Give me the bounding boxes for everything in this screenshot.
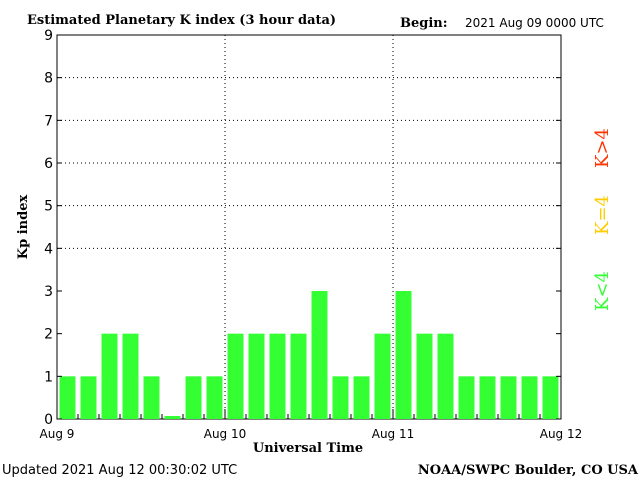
kp-bar [374, 333, 391, 419]
y-tick-label: 8 [44, 71, 53, 87]
kp-bar [248, 333, 265, 419]
kp-bar [206, 376, 223, 419]
kp-bar [542, 376, 559, 419]
y-tick-label: 9 [44, 28, 53, 44]
legend-k-above-4: K>4 [592, 128, 613, 168]
plot-area [56, 34, 562, 420]
kp-bar [143, 376, 160, 419]
updated-timestamp: Updated 2021 Aug 12 00:30:02 UTC [2, 463, 237, 478]
source-credit: NOAA/SWPC Boulder, CO USA [418, 463, 639, 478]
y-tick-label: 5 [44, 199, 53, 215]
kp-bar [500, 376, 517, 419]
y-tick-label: 4 [44, 241, 53, 257]
kp-bar [185, 376, 202, 419]
kp-bar [353, 376, 370, 419]
kp-bar [479, 376, 496, 419]
y-tick-label: 3 [44, 284, 53, 300]
kp-bar [290, 333, 307, 419]
bars [59, 291, 559, 419]
y-tick-label: 0 [44, 412, 53, 428]
kp-bar [437, 333, 454, 419]
x-tick-label: Aug 11 [372, 427, 415, 441]
x-axis-ticks: Aug 9 Aug 10 Aug 11 Aug 12 [40, 409, 583, 441]
y-tick-label: 7 [44, 113, 53, 129]
kp-bar [164, 416, 181, 419]
kp-bar [122, 333, 139, 419]
kp-bar [269, 333, 286, 419]
begin-label: Begin: [400, 16, 448, 31]
y-axis-ticks: 0 1 2 3 4 5 6 7 8 9 [44, 28, 561, 428]
kp-bar [521, 376, 538, 419]
chart-title: Estimated Planetary K index (3 hour data… [27, 13, 336, 28]
x-axis-label: Universal Time [253, 441, 363, 456]
begin-value: 2021 Aug 09 0000 UTC [465, 16, 604, 30]
grid-lines [57, 35, 561, 419]
y-tick-label: 1 [44, 369, 53, 385]
x-tick-label: Aug 10 [204, 427, 247, 441]
kp-bar [59, 376, 76, 419]
kp-bar [227, 333, 244, 419]
kp-bar [416, 333, 433, 419]
y-tick-label: 2 [44, 327, 53, 343]
kp-bar [101, 333, 118, 419]
kp-bar [80, 376, 97, 419]
y-tick-label: 6 [44, 156, 53, 172]
legend-k-below-4: K<4 [592, 271, 613, 311]
kp-bar [458, 376, 475, 419]
x-tick-label: Aug 12 [540, 427, 583, 441]
kp-bar [332, 376, 349, 419]
y-axis-label: Kp index [16, 195, 31, 260]
kp-bar [311, 291, 328, 419]
kp-bar [395, 291, 412, 419]
x-tick-label: Aug 9 [40, 427, 75, 441]
legend-k-equal-4: K=4 [592, 195, 613, 235]
